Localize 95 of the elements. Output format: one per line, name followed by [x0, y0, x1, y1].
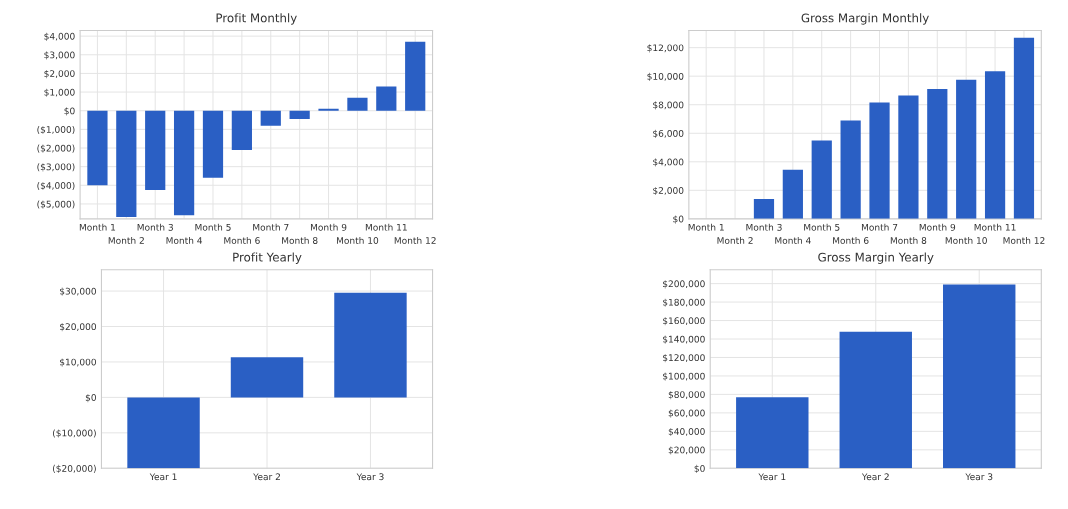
- bar: [943, 284, 1016, 469]
- x-tick-label: Month 9: [310, 223, 347, 231]
- chart-title: Gross Margin Yearly: [818, 252, 934, 264]
- chart-title: Profit Yearly: [233, 252, 302, 264]
- bar: [145, 110, 166, 190]
- bar: [736, 397, 809, 469]
- bar: [347, 97, 368, 111]
- y-tick-label: ($20,000): [53, 464, 96, 474]
- bar: [1013, 37, 1035, 219]
- bar: [231, 110, 252, 150]
- bar: [116, 110, 137, 218]
- bar: [753, 198, 775, 219]
- x-tick-label: Month 5: [804, 223, 840, 231]
- x-tick-label: Year 1: [149, 473, 177, 481]
- x-tick-label: Year 2: [253, 473, 280, 481]
- bar: [202, 110, 224, 178]
- y-tick-label: $3,000: [44, 51, 75, 60]
- bar: [376, 86, 397, 111]
- y-tick-label: $100,000: [663, 372, 705, 381]
- x-tick-label: Month 4: [775, 236, 811, 244]
- bar: [840, 120, 861, 219]
- x-tick-label: Month 10: [945, 236, 987, 244]
- y-tick-label: $0: [694, 464, 705, 474]
- x-tick-label: Month 2: [717, 236, 753, 244]
- x-tick-label: Month 2: [108, 236, 144, 244]
- x-tick-label: Month 11: [365, 223, 407, 231]
- y-tick-label: $20,000: [668, 446, 705, 455]
- bar: [927, 89, 948, 219]
- y-tick-label: $12,000: [647, 44, 684, 53]
- y-tick-label: $0: [64, 107, 75, 116]
- y-tick-label: $160,000: [663, 317, 705, 326]
- y-tick-label: $200,000: [663, 280, 705, 289]
- y-tick-label: $8,000: [653, 101, 684, 110]
- y-tick-label: $2,000: [653, 186, 684, 196]
- x-tick-label: Year 3: [356, 473, 384, 481]
- bar: [869, 102, 890, 219]
- chart-title: Profit Monthly: [216, 13, 297, 25]
- y-tick-label: ($3,000): [37, 163, 75, 172]
- x-tick-label: Month 5: [195, 223, 231, 231]
- x-tick-label: Month 11: [974, 223, 1016, 231]
- y-tick-label: ($4,000): [37, 181, 75, 191]
- y-tick-label: $10,000: [60, 358, 96, 367]
- x-tick-label: Month 7: [253, 223, 289, 231]
- x-tick-label: Month 4: [166, 236, 203, 244]
- x-tick-label: Year 2: [861, 473, 889, 481]
- bar: [127, 397, 200, 469]
- bar: [173, 110, 195, 216]
- bar: [898, 95, 919, 219]
- chart-title: Gross Margin Monthly: [801, 13, 929, 25]
- x-tick-label: Month 12: [394, 236, 436, 244]
- x-tick-label: Month 8: [282, 236, 318, 244]
- y-tick-label: $40,000: [668, 427, 705, 437]
- y-tick-label: $0: [673, 215, 684, 224]
- x-tick-label: Month 6: [224, 236, 260, 244]
- x-tick-label: Month 10: [336, 236, 379, 244]
- y-tick-label: $4,000: [44, 32, 75, 41]
- y-tick-label: $10,000: [647, 72, 684, 81]
- bar: [839, 331, 912, 469]
- x-tick-label: Month 9: [919, 223, 956, 231]
- y-tick-label: ($5,000): [37, 200, 75, 209]
- y-tick-label: $4,000: [653, 158, 684, 167]
- y-tick-label: $180,000: [663, 298, 705, 307]
- y-tick-label: $80,000: [668, 390, 705, 400]
- y-tick-label: $6,000: [653, 129, 684, 139]
- bar: [956, 79, 977, 219]
- bar: [811, 140, 832, 219]
- bar: [260, 110, 281, 126]
- y-tick-label: ($1,000): [37, 125, 75, 135]
- bar: [289, 110, 310, 120]
- x-tick-label: Month 1: [79, 223, 116, 231]
- x-tick-label: Year 3: [965, 473, 993, 481]
- x-tick-label: Year 1: [758, 473, 786, 481]
- y-tick-label: $1,000: [44, 88, 75, 97]
- y-tick-label: ($10,000): [53, 429, 96, 438]
- x-tick-label: Month 12: [1003, 236, 1045, 244]
- bar: [87, 110, 108, 186]
- bar: [230, 357, 304, 398]
- bar: [405, 41, 426, 111]
- y-tick-label: $140,000: [663, 335, 705, 344]
- bar: [984, 71, 1006, 219]
- y-tick-label: $60,000: [668, 409, 705, 418]
- y-tick-label: ($2,000): [37, 144, 75, 153]
- y-tick-label: $0: [85, 393, 96, 403]
- y-tick-label: $2,000: [44, 70, 75, 79]
- y-tick-label: $20,000: [60, 323, 96, 332]
- x-tick-label: Month 3: [746, 223, 782, 231]
- bar: [334, 292, 407, 398]
- y-tick-label: $30,000: [60, 287, 96, 296]
- bar: [782, 169, 803, 219]
- x-tick-label: Month 7: [861, 223, 898, 231]
- x-tick-label: Month 1: [688, 223, 724, 231]
- y-tick-label: $120,000: [663, 354, 705, 363]
- x-tick-label: Month 6: [833, 236, 869, 244]
- x-tick-label: Month 3: [137, 223, 173, 231]
- x-tick-label: Month 8: [890, 236, 927, 244]
